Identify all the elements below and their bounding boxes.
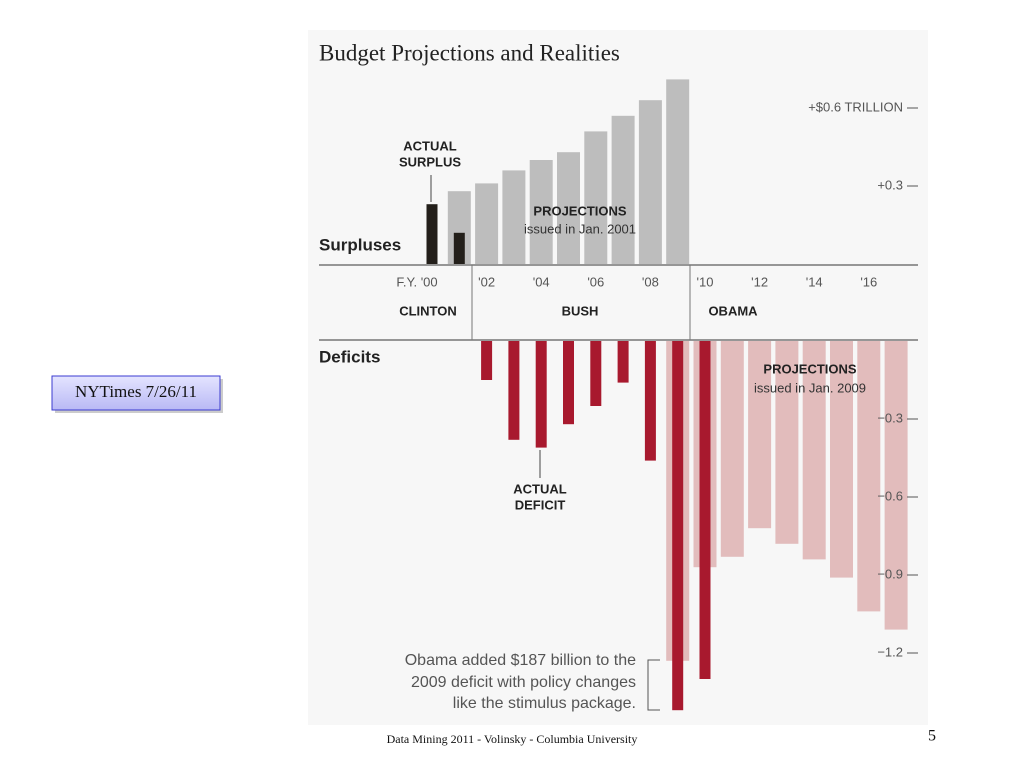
bar — [775, 341, 799, 544]
x-tick-label: '16 — [860, 274, 877, 289]
bar — [748, 341, 772, 529]
section-label: Deficits — [319, 347, 380, 366]
x-tick-label: '04 — [533, 274, 550, 289]
bar — [508, 341, 520, 440]
y-tick-label: −0.9 — [877, 566, 903, 581]
bar — [830, 341, 853, 578]
y-tick-label: −0.3 — [877, 410, 903, 425]
page-number: 5 — [928, 728, 936, 745]
president-label: OBAMA — [708, 303, 758, 318]
bar — [720, 341, 744, 557]
bar — [611, 115, 635, 264]
footer: Data Mining 2011 - Volinsky - Columbia U… — [387, 732, 638, 746]
bar — [590, 341, 602, 406]
annotation: ACTUAL — [513, 481, 566, 496]
bar — [481, 341, 493, 380]
president-label: BUSH — [562, 303, 599, 318]
y-tick-label: −1.2 — [877, 644, 903, 659]
bracket — [647, 659, 660, 711]
x-tick-label: '10 — [697, 274, 714, 289]
annotation: like the stimulus package. — [453, 695, 636, 712]
y-tick-label: +$0.6 TRILLION — [808, 99, 903, 114]
y-tick-label: +0.3 — [877, 177, 903, 192]
bar — [857, 341, 881, 612]
annotation: DEFICIT — [515, 497, 566, 512]
bar — [584, 131, 608, 264]
marks — [426, 79, 908, 711]
annotation: issued in Jan. 2009 — [754, 380, 866, 395]
bar — [502, 170, 526, 264]
source-text: NYTimes 7/26/11 — [75, 382, 197, 401]
bar — [453, 232, 465, 264]
chart-title: Budget Projections and Realities — [319, 40, 620, 65]
bar — [563, 341, 574, 425]
annotation: SURPLUS — [399, 154, 461, 169]
annotation: PROJECTIONS — [763, 361, 857, 376]
x-tick-label: '14 — [806, 274, 823, 289]
bar — [638, 100, 662, 264]
x-tick-label: F.Y. '00 — [396, 274, 437, 289]
bar — [475, 183, 499, 264]
annotation: issued in Jan. 2001 — [524, 221, 636, 236]
annotation: PROJECTIONS — [533, 203, 627, 218]
section-label: Surpluses — [319, 235, 401, 254]
source-box — [51, 375, 221, 411]
x-tick-label: '08 — [642, 274, 659, 289]
x-tick-label: '02 — [478, 274, 495, 289]
bar — [617, 341, 629, 383]
x-tick-label: '12 — [751, 274, 768, 289]
bar — [672, 341, 684, 711]
president-label: CLINTON — [399, 303, 457, 318]
x-tick-label: '06 — [587, 274, 604, 289]
bar — [666, 79, 690, 265]
bar — [529, 160, 553, 264]
bar — [557, 152, 580, 264]
y-tick-label: −0.6 — [877, 488, 903, 503]
annotation: Obama added $187 billion to the — [405, 652, 636, 669]
bar — [802, 341, 826, 560]
bar — [535, 341, 547, 448]
bar — [884, 341, 908, 630]
bar — [644, 341, 656, 461]
bar — [447, 191, 471, 264]
annotation: 2009 deficit with policy changes — [411, 674, 636, 691]
bar — [699, 341, 711, 679]
annotation: ACTUAL — [403, 138, 456, 153]
bar — [426, 204, 438, 264]
